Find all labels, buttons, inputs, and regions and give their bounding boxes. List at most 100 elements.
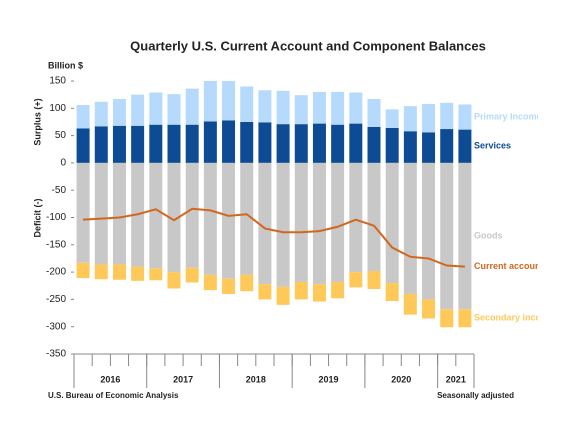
bar-segment	[222, 278, 236, 294]
surplus-label: Surplus (+)	[32, 98, 42, 145]
bar-segment	[94, 264, 108, 280]
series-labels: Services Primary Income Goods Secondary inc…	[474, 111, 542, 322]
bar-segment	[440, 129, 454, 163]
line-series	[83, 207, 465, 268]
plot: -350 -300 -250 -200 -150 -100 -50 0 50 100 150 2016…	[46, 76, 475, 388]
x-group-label: 2018	[246, 374, 266, 384]
bar-segment	[349, 123, 363, 163]
bar-segment	[349, 92, 363, 124]
bar-segment	[403, 162, 417, 294]
bar-segment	[440, 162, 454, 310]
bar-segment	[367, 271, 381, 290]
bar-segment	[112, 125, 126, 163]
bar-segment	[276, 162, 290, 287]
bar-segment	[258, 122, 272, 163]
x-group-label: 2021	[446, 374, 466, 384]
bar-segment	[149, 162, 163, 269]
bar-segment	[240, 121, 254, 163]
bar-segment	[385, 162, 399, 284]
bar-segment	[422, 132, 436, 163]
y-tick-label: -150	[46, 239, 66, 250]
bar-segment	[222, 81, 236, 121]
bar-segment	[112, 264, 126, 280]
bar-segment	[385, 283, 399, 302]
bar-segment	[240, 162, 254, 275]
bar-segment	[331, 124, 345, 163]
bar-segment	[403, 131, 417, 163]
bar-segment	[94, 126, 108, 163]
bar-segment	[167, 124, 181, 163]
bar-segment	[149, 92, 163, 125]
bar-segment	[149, 124, 163, 163]
bar-segment	[458, 104, 472, 130]
bar-segment	[222, 120, 236, 163]
series-label: Goods	[474, 230, 503, 240]
bar-segment	[312, 123, 326, 163]
x-group-label: 2019	[319, 374, 339, 384]
bar-segment	[167, 272, 181, 289]
bar-segment	[294, 124, 308, 163]
bar-segment	[312, 162, 326, 285]
bar-segment	[349, 272, 363, 288]
bar-segment	[403, 106, 417, 132]
x-group-label: 2020	[391, 374, 411, 384]
bar-segment	[385, 127, 399, 163]
bar-segment	[440, 309, 454, 328]
bar-segment	[222, 162, 236, 279]
bar-segment	[276, 124, 290, 163]
bar-segment	[131, 266, 145, 281]
y-unit-label: Billion $	[48, 60, 83, 70]
bar-segment	[112, 99, 126, 126]
bar-segment	[458, 129, 472, 163]
note: Seasonally adjusted	[437, 391, 514, 400]
bar-segment	[76, 105, 90, 129]
bar-segment	[276, 286, 290, 305]
bar-segment	[349, 162, 363, 273]
bar-segment	[331, 162, 345, 282]
series-label: Primary Income	[474, 111, 542, 121]
bar-segment	[422, 162, 436, 300]
bar-segment	[185, 124, 199, 163]
deficit-label: Deficit (-)	[32, 199, 42, 238]
bar-segment	[258, 284, 272, 300]
bar-segment	[149, 268, 163, 281]
bar-segment	[258, 90, 272, 123]
bar-segment	[312, 91, 326, 124]
bar-segment	[203, 274, 217, 291]
bar-segment	[76, 162, 90, 263]
bar-segment	[203, 162, 217, 275]
y-tick-label: 150	[49, 76, 66, 87]
bar-segment	[167, 162, 181, 273]
bar-segment	[422, 103, 436, 133]
bar-segment	[203, 81, 217, 122]
bar-segment	[131, 94, 145, 126]
y-tick-label: 50	[55, 130, 67, 141]
bar-segment	[458, 162, 472, 310]
bar-segment	[112, 162, 126, 265]
bar-segment	[276, 90, 290, 125]
bar-segment	[294, 95, 308, 125]
series-label: Services	[474, 141, 511, 151]
bar-segment	[76, 128, 90, 163]
y-tick-label: 0	[60, 158, 66, 169]
bar-segment	[94, 162, 108, 265]
bar-segment	[294, 162, 308, 282]
chart-title: Quarterly U.S. Current Account and Compo…	[130, 38, 486, 53]
source: U.S. Bureau of Economic Analysis	[48, 391, 179, 400]
y-tick-label: -50	[52, 185, 67, 196]
y-tick-label: -300	[46, 321, 66, 332]
bar-segment	[185, 162, 199, 268]
bar-segment	[422, 299, 436, 319]
x-group-label: 2017	[173, 374, 193, 384]
bar-segment	[240, 274, 254, 292]
y-tick-label: -100	[46, 212, 66, 223]
bar-segment	[403, 293, 417, 315]
bar-segment	[458, 309, 472, 328]
y-tick-label: -200	[46, 267, 66, 278]
bar-segment	[203, 121, 217, 163]
bar-segment	[440, 102, 454, 130]
bar-segment	[367, 126, 381, 163]
bar-segment	[185, 88, 199, 125]
bar-segment	[185, 267, 199, 283]
